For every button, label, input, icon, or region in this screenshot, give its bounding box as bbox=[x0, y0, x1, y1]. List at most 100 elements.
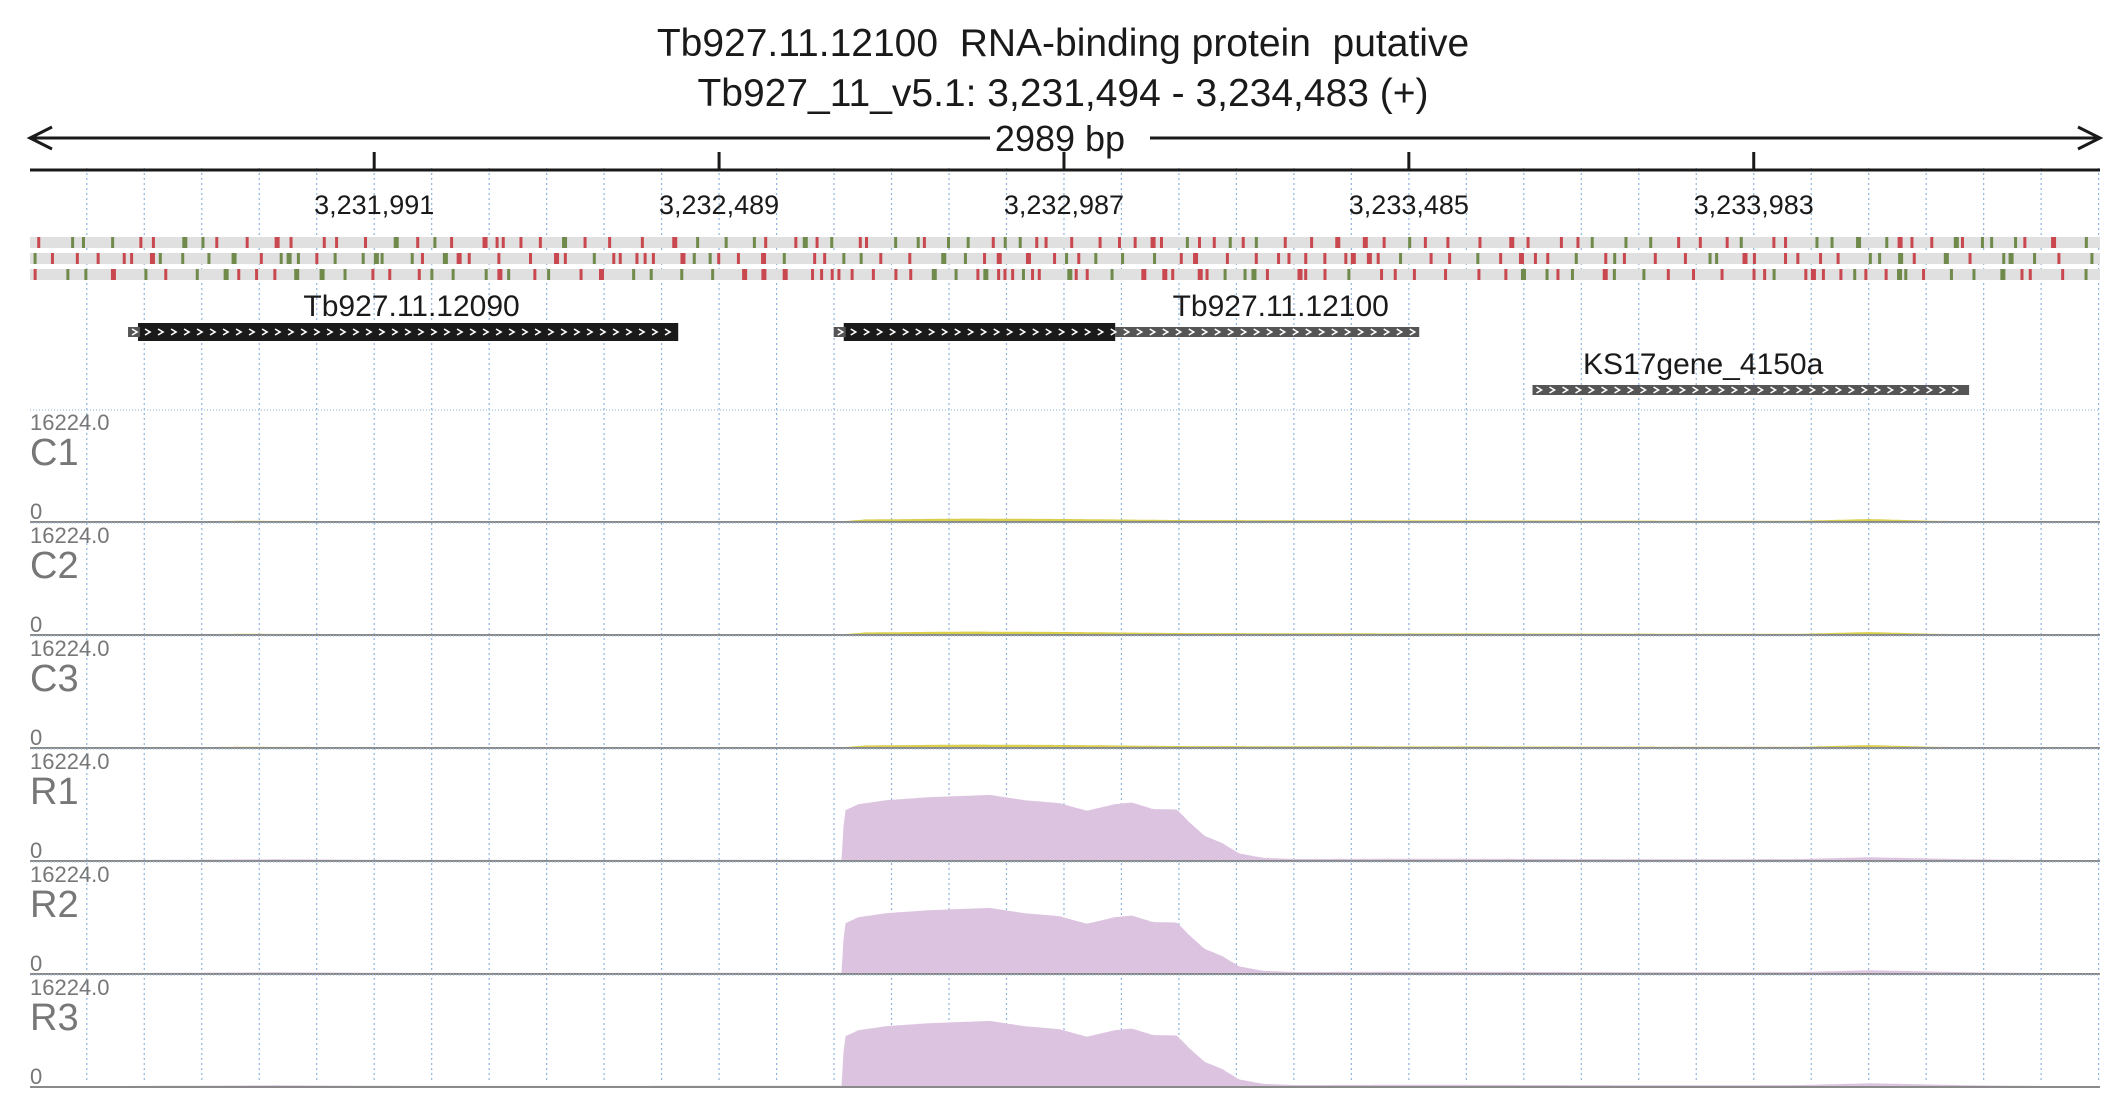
variant-mark bbox=[1251, 269, 1257, 280]
variant-mark bbox=[1035, 237, 1039, 248]
variant-mark bbox=[1930, 237, 1934, 248]
variant-mark bbox=[579, 269, 583, 280]
variant-mark bbox=[1885, 237, 1889, 248]
variant-mark bbox=[782, 269, 788, 280]
variant-mark bbox=[991, 237, 995, 248]
variant-mark bbox=[1446, 237, 1450, 248]
x-tick-label: 3,232,987 bbox=[1004, 190, 1124, 220]
variant-mark bbox=[289, 237, 293, 248]
variant-mark bbox=[1576, 237, 1580, 248]
strand-chevron bbox=[1383, 328, 1391, 336]
variant-mark bbox=[1499, 253, 1503, 264]
strand-chevron bbox=[196, 328, 204, 336]
variant-mark bbox=[996, 253, 1002, 264]
strand-chevron bbox=[1614, 386, 1622, 394]
variant-mark bbox=[1622, 253, 1626, 264]
gene-start-stub bbox=[833, 327, 846, 337]
variant-mark bbox=[1074, 269, 1078, 280]
variant-mark bbox=[1223, 269, 1227, 280]
variant-mark bbox=[1624, 237, 1628, 248]
variant-mark bbox=[1715, 253, 1719, 264]
strand-chevron bbox=[534, 328, 542, 336]
variant-mark bbox=[507, 269, 511, 280]
variant-mark bbox=[1904, 269, 1908, 280]
strand-chevron bbox=[1214, 328, 1222, 336]
track-name: C1 bbox=[30, 432, 79, 474]
variant-mark bbox=[858, 237, 862, 248]
strand-chevron bbox=[928, 328, 936, 336]
variant-mark bbox=[497, 253, 501, 264]
variant-mark bbox=[1310, 237, 1314, 248]
variant-mark bbox=[529, 253, 533, 264]
variant-mark bbox=[1376, 253, 1380, 264]
variant-mark bbox=[1912, 253, 1916, 264]
strand-chevron bbox=[1188, 328, 1196, 336]
variant-mark bbox=[1683, 253, 1687, 264]
variant-mark bbox=[1011, 269, 1015, 280]
strand-chevron bbox=[339, 328, 347, 336]
gene-start-stub bbox=[1532, 385, 1545, 395]
variant-mark bbox=[296, 253, 300, 264]
variant-mark bbox=[223, 269, 229, 280]
variant-mark bbox=[1254, 237, 1258, 248]
strand-chevron bbox=[876, 328, 884, 336]
strand-chevron bbox=[1279, 328, 1287, 336]
track-min-label: 0 bbox=[30, 612, 42, 637]
strand-chevron bbox=[1110, 328, 1118, 336]
track-C2: 16224.0C2 0 bbox=[30, 522, 2100, 637]
variant-mark bbox=[1265, 269, 1269, 280]
variant-mark bbox=[583, 237, 587, 248]
variant-mark bbox=[1898, 253, 1904, 264]
strand-chevron bbox=[469, 328, 477, 336]
strand-chevron bbox=[1227, 328, 1235, 336]
variant-mark bbox=[1362, 237, 1368, 248]
strand-chevron bbox=[1783, 386, 1791, 394]
variant-mark bbox=[1304, 269, 1308, 280]
variant-mark bbox=[1347, 269, 1351, 280]
track-R1: 16224.0R1 0 bbox=[30, 748, 2100, 863]
variant-mark bbox=[1366, 253, 1372, 264]
strand-chevron bbox=[1679, 386, 1687, 394]
strand-chevron bbox=[391, 328, 399, 336]
variant-mark bbox=[1642, 269, 1646, 280]
strand-chevron bbox=[1536, 386, 1544, 394]
variant-mark bbox=[1254, 253, 1258, 264]
strand-chevron bbox=[248, 328, 256, 336]
variant-mark bbox=[433, 237, 437, 248]
strand-chevron bbox=[967, 328, 975, 336]
variant-row-bg bbox=[30, 237, 2100, 248]
variant-mark bbox=[1241, 237, 1245, 248]
variant-mark bbox=[1720, 269, 1724, 280]
strand-chevron bbox=[560, 328, 568, 336]
variant-mark bbox=[33, 269, 37, 280]
track-min-label: 0 bbox=[30, 838, 42, 863]
variant-mark bbox=[612, 253, 616, 264]
variant-mark bbox=[811, 269, 815, 280]
variant-mark bbox=[1556, 269, 1560, 280]
strand-chevron bbox=[1162, 328, 1170, 336]
strand-chevron bbox=[1006, 328, 1014, 336]
variant-mark bbox=[315, 253, 319, 264]
variant-mark bbox=[495, 237, 499, 248]
strand-chevron bbox=[1058, 328, 1066, 336]
variant-mark bbox=[794, 237, 798, 248]
strand-chevron bbox=[287, 328, 295, 336]
variant-mark bbox=[1197, 269, 1203, 280]
variant-mark bbox=[33, 253, 37, 264]
track-max-label: 16224.0 bbox=[30, 862, 110, 887]
variant-mark bbox=[708, 253, 712, 264]
strand-chevron bbox=[1744, 386, 1752, 394]
strand-chevron bbox=[1344, 328, 1352, 336]
track-name: R1 bbox=[30, 771, 79, 813]
variant-mark bbox=[417, 269, 421, 280]
variant-mark bbox=[1878, 253, 1882, 264]
variant-mark bbox=[931, 269, 937, 280]
variant-mark bbox=[1121, 253, 1125, 264]
variant-mark bbox=[894, 269, 898, 280]
variant-mark bbox=[1412, 269, 1416, 280]
track-name: C2 bbox=[30, 545, 79, 587]
strand-chevron bbox=[1939, 386, 1947, 394]
variant-mark bbox=[1677, 237, 1681, 248]
variant-mark bbox=[1653, 253, 1657, 264]
variant-mark bbox=[1763, 269, 1767, 280]
